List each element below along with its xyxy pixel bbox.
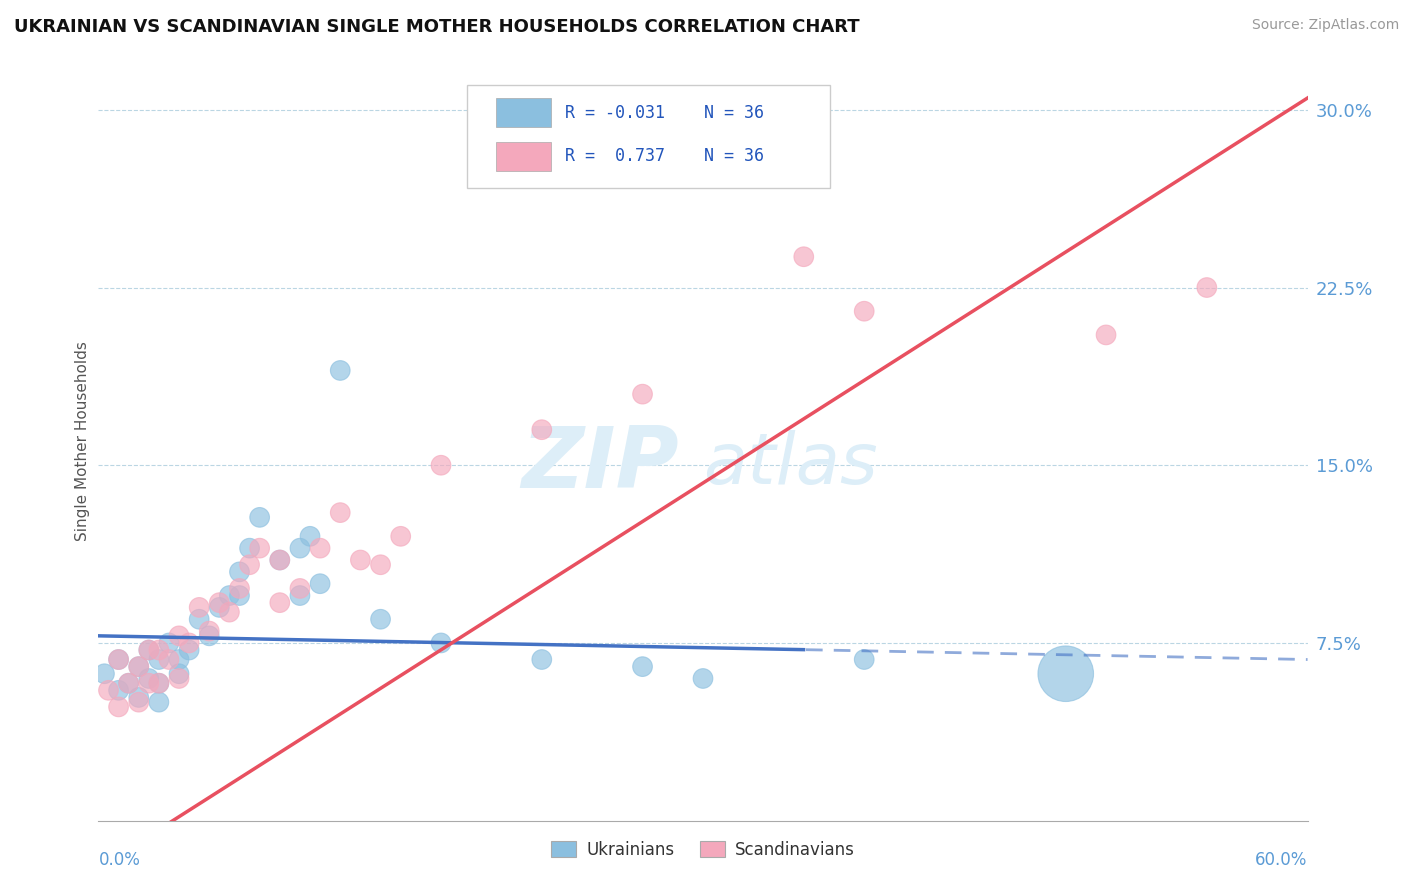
- Point: [208, 600, 231, 615]
- FancyBboxPatch shape: [467, 85, 830, 187]
- Point: [239, 558, 262, 572]
- Bar: [496, 142, 551, 171]
- Point: [430, 636, 453, 650]
- Point: [793, 250, 815, 264]
- Point: [329, 506, 352, 520]
- Text: R =  0.737: R = 0.737: [565, 147, 665, 165]
- Point: [853, 652, 876, 666]
- Point: [138, 672, 160, 686]
- Point: [148, 652, 170, 666]
- Point: [107, 652, 129, 666]
- Point: [198, 624, 221, 639]
- Point: [692, 672, 714, 686]
- Point: [107, 683, 129, 698]
- Point: [853, 304, 876, 318]
- Point: [370, 612, 392, 626]
- Point: [288, 582, 311, 596]
- Point: [188, 600, 211, 615]
- Point: [167, 666, 190, 681]
- Text: N = 36: N = 36: [704, 103, 765, 122]
- Point: [1054, 666, 1077, 681]
- Point: [1195, 280, 1218, 294]
- Point: [228, 565, 250, 579]
- Text: Source: ZipAtlas.com: Source: ZipAtlas.com: [1251, 18, 1399, 32]
- Point: [208, 596, 231, 610]
- Point: [128, 695, 150, 709]
- Point: [179, 643, 201, 657]
- Point: [249, 541, 271, 556]
- Point: [530, 423, 553, 437]
- Point: [97, 683, 120, 698]
- Point: [148, 695, 170, 709]
- Text: atlas: atlas: [703, 430, 877, 499]
- Point: [128, 659, 150, 673]
- Point: [148, 676, 170, 690]
- Point: [179, 636, 201, 650]
- Text: 0.0%: 0.0%: [98, 851, 141, 869]
- Point: [107, 652, 129, 666]
- Point: [198, 629, 221, 643]
- Point: [93, 666, 115, 681]
- Point: [228, 589, 250, 603]
- Point: [349, 553, 371, 567]
- Legend: Ukrainians, Scandinavians: Ukrainians, Scandinavians: [546, 834, 860, 865]
- Point: [631, 659, 654, 673]
- Point: [288, 589, 311, 603]
- Point: [530, 652, 553, 666]
- Text: R = -0.031: R = -0.031: [565, 103, 665, 122]
- Text: N = 36: N = 36: [704, 147, 765, 165]
- Point: [309, 541, 332, 556]
- Point: [269, 553, 291, 567]
- Point: [370, 558, 392, 572]
- Bar: [496, 98, 551, 128]
- Point: [188, 612, 211, 626]
- Point: [107, 699, 129, 714]
- Point: [167, 672, 190, 686]
- Point: [118, 676, 141, 690]
- Point: [218, 605, 240, 619]
- Point: [228, 582, 250, 596]
- Point: [128, 659, 150, 673]
- Point: [631, 387, 654, 401]
- Point: [309, 576, 332, 591]
- Point: [167, 629, 190, 643]
- Point: [167, 652, 190, 666]
- Point: [288, 541, 311, 556]
- Point: [218, 589, 240, 603]
- Point: [138, 676, 160, 690]
- Point: [148, 676, 170, 690]
- Point: [118, 676, 141, 690]
- Point: [269, 553, 291, 567]
- Text: 60.0%: 60.0%: [1256, 851, 1308, 869]
- Point: [249, 510, 271, 524]
- Point: [157, 652, 180, 666]
- Text: ZIP: ZIP: [522, 423, 679, 506]
- Point: [128, 690, 150, 705]
- Point: [1095, 327, 1118, 342]
- Point: [138, 643, 160, 657]
- Point: [299, 529, 322, 543]
- Point: [148, 643, 170, 657]
- Point: [157, 636, 180, 650]
- Point: [329, 363, 352, 377]
- Y-axis label: Single Mother Households: Single Mother Households: [75, 342, 90, 541]
- Point: [269, 596, 291, 610]
- Point: [389, 529, 412, 543]
- Point: [239, 541, 262, 556]
- Point: [430, 458, 453, 473]
- Text: UKRAINIAN VS SCANDINAVIAN SINGLE MOTHER HOUSEHOLDS CORRELATION CHART: UKRAINIAN VS SCANDINAVIAN SINGLE MOTHER …: [14, 18, 859, 36]
- Point: [138, 643, 160, 657]
